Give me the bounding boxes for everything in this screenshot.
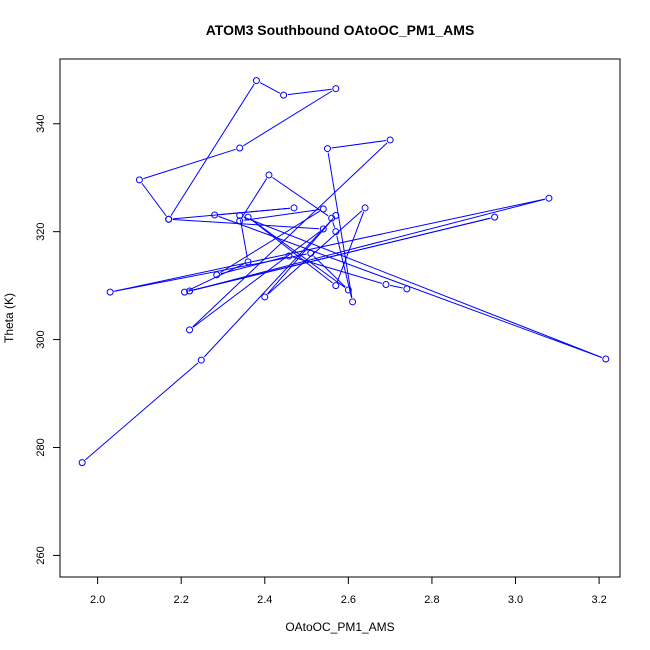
data-point	[213, 271, 221, 279]
series-segment	[143, 148, 236, 180]
series-segment	[114, 198, 545, 292]
x-axis-label: OAtoOC_PM1_AMS	[285, 620, 394, 634]
series-segment	[267, 218, 334, 295]
data-point	[78, 459, 86, 467]
y-axis-label: Theta (K)	[2, 293, 16, 343]
x-tick-label: 2.4	[257, 594, 272, 606]
series-segment	[203, 218, 334, 358]
x-axis: 2.0 2.2 2.4 2.6 2.8 3.0 3.2	[90, 576, 607, 606]
data-point	[602, 355, 610, 363]
series-segment	[336, 235, 353, 298]
data-point	[332, 85, 340, 93]
data-series	[78, 77, 610, 467]
data-point	[244, 258, 252, 266]
series-segment	[220, 256, 286, 275]
series-segment	[313, 255, 346, 288]
data-point	[135, 176, 143, 184]
series-segment	[332, 222, 336, 228]
y-axis: 260 280 300 320 340	[35, 115, 61, 565]
data-point	[165, 215, 173, 223]
data-point	[319, 225, 327, 233]
data-point	[186, 326, 194, 334]
data-point	[545, 194, 553, 202]
series-segment	[220, 210, 320, 274]
y-tick-label: 340	[35, 115, 47, 133]
data-point	[403, 285, 411, 293]
data-point	[323, 145, 331, 153]
data-point	[319, 205, 327, 213]
data-point	[265, 171, 273, 179]
data-point	[197, 356, 205, 364]
series-segment	[218, 215, 603, 359]
x-tick-label: 2.0	[90, 594, 105, 606]
series-segment	[389, 284, 403, 289]
x-tick-label: 2.8	[424, 594, 439, 606]
data-point	[349, 298, 357, 306]
data-point	[344, 286, 352, 294]
data-point	[280, 91, 288, 99]
series-segment	[188, 263, 245, 291]
series-segment	[259, 82, 281, 94]
x-tick-label: 3.2	[591, 594, 606, 606]
series-segment	[141, 182, 167, 217]
data-point	[186, 287, 194, 295]
data-point	[491, 213, 499, 221]
x-tick-label: 2.6	[341, 594, 356, 606]
series-segment	[267, 210, 363, 295]
series-segment	[251, 219, 346, 288]
data-point	[106, 288, 114, 296]
data-point	[290, 204, 298, 212]
y-tick-label: 300	[35, 330, 47, 348]
data-point	[252, 77, 260, 85]
series-segment	[193, 198, 546, 291]
series-segment	[192, 231, 321, 328]
y-tick-label: 280	[35, 438, 47, 456]
series-segment	[331, 140, 387, 149]
y-tick-label: 320	[35, 222, 47, 240]
series-segment	[192, 142, 388, 328]
data-point	[386, 136, 394, 144]
series-segment	[172, 207, 290, 220]
series-segment	[292, 256, 383, 284]
data-point	[181, 288, 189, 296]
data-point	[236, 217, 244, 225]
x-tick-label: 2.2	[174, 594, 189, 606]
series-segment	[170, 83, 255, 216]
series-segment	[243, 209, 320, 221]
y-tick-label: 260	[35, 546, 47, 564]
series-segment	[251, 219, 333, 284]
data-point	[332, 228, 340, 236]
series-segment	[85, 362, 199, 461]
data-point	[328, 214, 336, 222]
series-segment	[241, 178, 268, 218]
x-tick-label: 3.0	[508, 594, 523, 606]
data-point	[332, 282, 340, 290]
series-segment	[239, 219, 248, 258]
series-segment	[272, 176, 329, 217]
series-segment	[243, 216, 603, 358]
data-point	[244, 213, 252, 221]
data-point	[236, 211, 244, 219]
data-point	[261, 293, 269, 301]
series-segment	[287, 88, 332, 96]
data-point	[211, 211, 219, 219]
series-segment	[336, 211, 365, 282]
series-segment	[114, 253, 307, 292]
data-point	[361, 204, 369, 212]
data-point	[382, 281, 390, 289]
data-point	[307, 249, 315, 257]
data-point	[236, 144, 244, 152]
data-point	[285, 252, 293, 260]
chart-title: ATOM3 Southbound OAtoOC_PM1_AMS	[206, 22, 475, 38]
plot-frame	[59, 58, 621, 578]
series-segment	[243, 90, 333, 147]
